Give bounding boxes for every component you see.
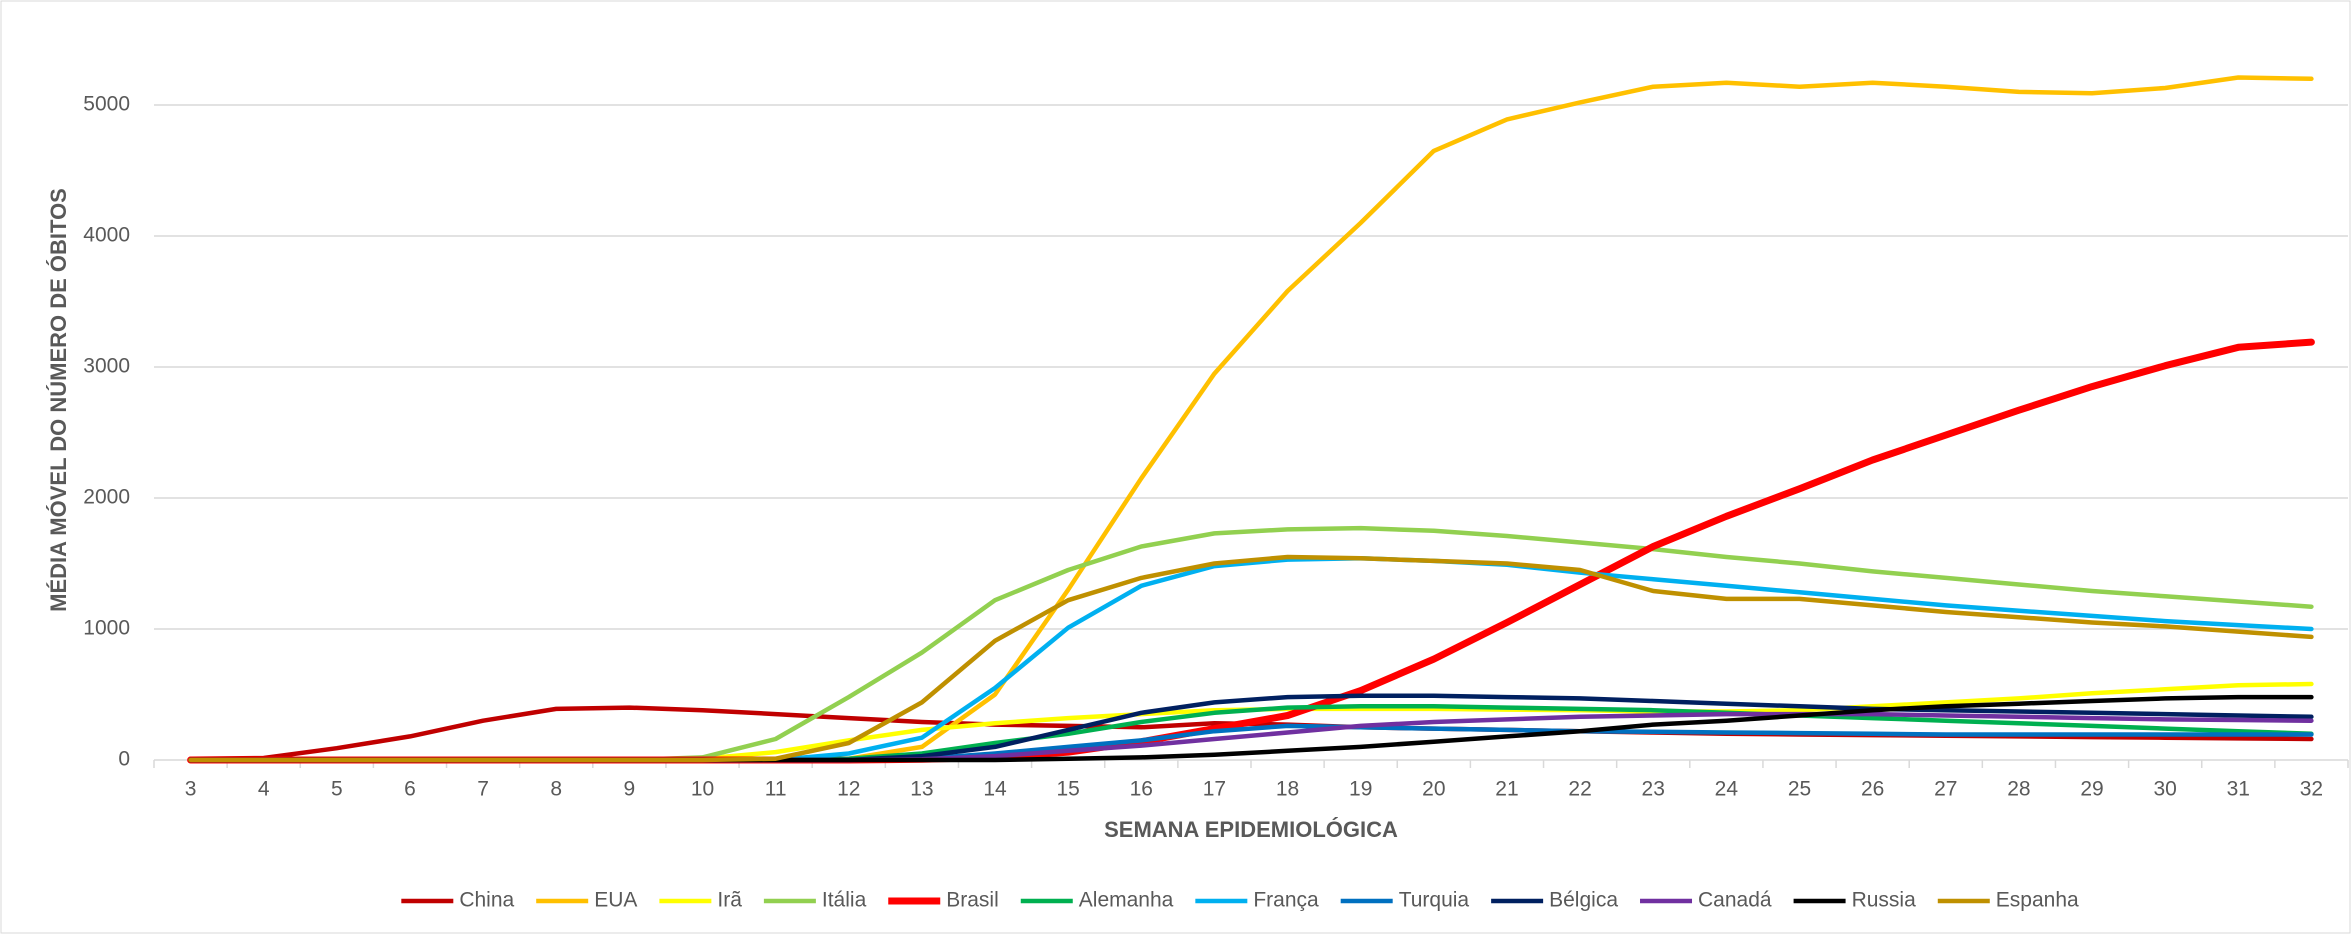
y-tick-label: 2000 [83, 486, 130, 509]
x-tick-label: 11 [765, 778, 787, 801]
x-tick-label: 13 [910, 778, 933, 801]
y-tick-label: 5000 [83, 93, 130, 116]
x-tick-label: 4 [258, 778, 270, 801]
legend-label: Canadá [1698, 889, 1772, 912]
legend-label: Russia [1852, 889, 1917, 912]
legend-label: Alemanha [1079, 889, 1174, 912]
x-tick-label: 8 [550, 778, 562, 801]
x-tick-label: 31 [2227, 778, 2250, 801]
legend-label: Brasil [946, 889, 999, 912]
x-tick-label: 12 [837, 778, 860, 801]
legend-label: Turquia [1399, 889, 1470, 912]
legend-label: Espanha [1996, 889, 2079, 912]
x-tick-label: 25 [1788, 778, 1811, 801]
x-tick-label: 14 [983, 778, 1007, 801]
x-tick-label: 6 [404, 778, 416, 801]
series-line [188, 554, 2314, 763]
x-tick-label: 16 [1130, 778, 1153, 801]
y-tick-label: 3000 [83, 355, 130, 378]
y-tick-label: 1000 [83, 617, 130, 640]
x-tick-label: 10 [691, 778, 714, 801]
x-tick-label: 28 [2007, 778, 2030, 801]
x-tick-label: 32 [2300, 778, 2323, 801]
x-tick-label: 30 [2153, 778, 2176, 801]
x-tick-label: 26 [1861, 778, 1884, 801]
x-tick-label: 5 [331, 778, 343, 801]
x-tick-label: 23 [1642, 778, 1665, 801]
legend-label: Irã [717, 889, 742, 912]
x-tick-label: 15 [1056, 778, 1079, 801]
y-axis-title: MÉDIA MÓVEL DO NÚMERO DE ÓBITOS [46, 188, 71, 612]
y-tick-label: 0 [118, 748, 130, 771]
x-tick-label: 9 [624, 778, 636, 801]
legend-label: Itália [822, 889, 867, 912]
legend-label: França [1253, 889, 1319, 912]
legend-label: Bélgica [1549, 889, 1618, 912]
x-tick-label: 18 [1276, 778, 1299, 801]
x-tick-label: 17 [1203, 778, 1226, 801]
legend-label: China [459, 889, 514, 912]
x-axis-title: SEMANA EPIDEMIOLÓGICA [1104, 817, 1398, 842]
y-tick-label: 4000 [83, 224, 130, 247]
x-tick-label: 3 [185, 778, 197, 801]
legend-label: EUA [594, 889, 637, 912]
x-tick-label: 22 [1568, 778, 1591, 801]
x-tick-label: 19 [1349, 778, 1372, 801]
x-tick-label: 24 [1715, 778, 1739, 801]
x-tick-label: 21 [1495, 778, 1518, 801]
x-tick-label: 7 [477, 778, 489, 801]
x-tick-label: 20 [1422, 778, 1445, 801]
x-tick-label: 27 [1934, 778, 1957, 801]
x-tick-label: 29 [2080, 778, 2103, 801]
